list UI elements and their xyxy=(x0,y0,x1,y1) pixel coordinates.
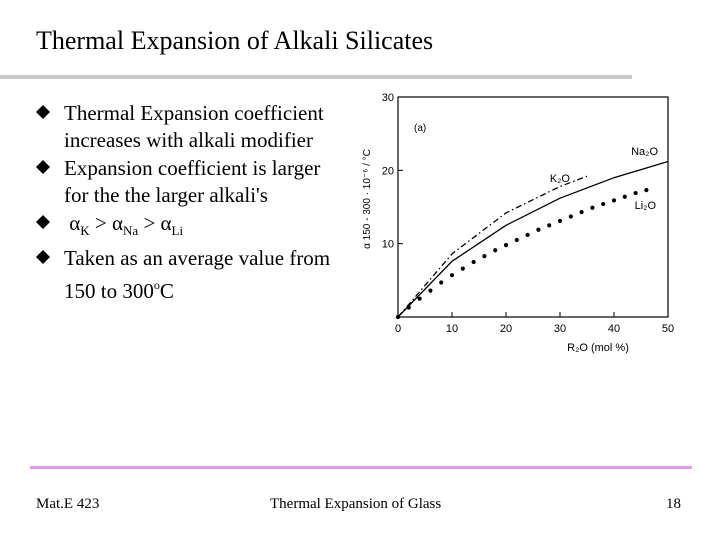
x-tick-label: 30 xyxy=(554,323,566,335)
series-line xyxy=(397,175,588,318)
data-point xyxy=(428,288,433,293)
bullet-item: αK > αNa > αLi xyxy=(36,210,336,244)
series-line xyxy=(397,160,669,318)
x-axis-label: R₂O (mol %) xyxy=(567,342,629,354)
diamond-bullet-icon xyxy=(36,250,50,264)
bullet-list: Thermal Expansion coefficient increases … xyxy=(36,100,336,306)
x-tick-label: 20 xyxy=(500,323,512,335)
data-point xyxy=(406,305,411,310)
data-point xyxy=(536,227,541,232)
data-point xyxy=(417,296,422,301)
bullet-item: Expansion coefficient is larger for the … xyxy=(36,155,336,209)
data-point xyxy=(622,194,627,199)
data-point xyxy=(482,254,487,259)
x-tick-label: 40 xyxy=(608,323,620,335)
course-code: Mat.E 423 xyxy=(36,496,100,512)
data-point xyxy=(633,190,638,196)
degree-superscript: o xyxy=(153,278,160,292)
x-tick-label: 10 xyxy=(446,323,458,335)
data-point xyxy=(568,214,573,219)
page-number: 18 xyxy=(666,496,681,512)
temperature-unit: C xyxy=(159,279,174,303)
data-point xyxy=(471,259,476,265)
diamond-bullet-icon xyxy=(36,160,50,174)
series-label: Li₂O xyxy=(635,200,657,212)
data-point xyxy=(493,248,498,253)
data-point xyxy=(557,218,563,224)
title-divider xyxy=(0,75,632,79)
bullet-item: Thermal Expansion coefficient increases … xyxy=(36,100,336,154)
alpha-k-symbol: αK xyxy=(64,211,90,238)
footer-topic: Thermal Expansion of Glass xyxy=(270,496,442,512)
data-point xyxy=(449,273,455,278)
y-tick-label: 30 xyxy=(382,92,394,104)
slide-title: Thermal Expansion of Alkali Silicates xyxy=(36,26,434,55)
y-tick-label: 10 xyxy=(382,239,394,251)
y-tick-label: 20 xyxy=(382,165,394,177)
alpha-glyph: α xyxy=(160,211,172,235)
data-point xyxy=(590,205,595,210)
bullet-item: Taken as an average value from 150 to 30… xyxy=(36,245,336,305)
data-point xyxy=(503,243,509,248)
alpha-na-symbol: αNa xyxy=(112,211,139,238)
series-label: K₂O xyxy=(550,173,571,185)
bullet-text: Thermal Expansion coefficient increases … xyxy=(64,101,324,152)
bullet-text: Taken as an average value from 150 to 30… xyxy=(64,246,331,303)
panel-label: (a) xyxy=(414,123,426,134)
y-axis-label: α 150 - 300 · 10⁻⁶ / °C xyxy=(362,149,373,249)
diamond-bullet-icon xyxy=(36,105,50,119)
x-tick-label: 50 xyxy=(662,323,674,335)
data-point xyxy=(601,201,606,207)
subscript-na: Na xyxy=(123,223,139,238)
greater-than-sign: > xyxy=(138,211,161,235)
plot-frame xyxy=(397,96,669,318)
footer-divider xyxy=(30,466,692,469)
data-point xyxy=(611,198,617,203)
data-point xyxy=(439,280,444,285)
alpha-glyph: α xyxy=(69,211,81,235)
data-point xyxy=(547,223,552,228)
data-point xyxy=(579,210,584,215)
data-point xyxy=(525,232,530,237)
data-point xyxy=(395,314,401,320)
subscript-k: K xyxy=(80,223,90,238)
alpha-li-symbol: αLi xyxy=(160,211,184,238)
alpha-glyph: α xyxy=(112,211,124,235)
data-point xyxy=(644,188,649,193)
series-label: Na₂O xyxy=(631,146,658,158)
bullet-text: Expansion coefficient is larger for the … xyxy=(64,156,321,207)
greater-than-sign: > xyxy=(89,211,112,235)
x-tick-label: 0 xyxy=(395,323,401,335)
data-point xyxy=(514,237,519,243)
data-point xyxy=(460,266,465,271)
subscript-li: Li xyxy=(171,223,184,238)
diamond-bullet-icon xyxy=(36,215,50,229)
